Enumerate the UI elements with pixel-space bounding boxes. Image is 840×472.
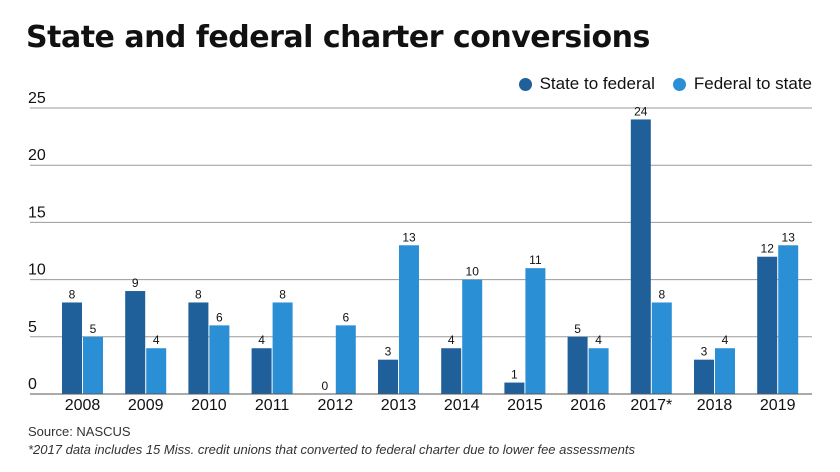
data-label-federal-to-state-2009: 4	[153, 333, 160, 347]
legend-item-state-to-federal: State to federal	[518, 74, 655, 94]
data-label-state-to-federal-2015: 1	[511, 368, 518, 382]
legend-item-federal-to-state: Federal to state	[672, 74, 812, 94]
data-label-state-to-federal-2016: 5	[574, 322, 581, 336]
x-tick-label-2018: 2018	[697, 397, 733, 414]
data-label-federal-to-state-2019: 13	[782, 230, 796, 244]
data-label-federal-to-state-2010: 6	[216, 310, 223, 324]
data-label-federal-to-state-2016: 4	[595, 333, 602, 347]
bar-federal-to-state-2010	[209, 325, 230, 394]
bar-federal-to-state-2015	[525, 268, 546, 394]
y-tick-label-15: 15	[28, 204, 46, 221]
bar-federal-to-state-2011	[272, 302, 293, 394]
data-label-state-to-federal-2013: 3	[385, 345, 392, 359]
data-label-federal-to-state-2014: 10	[466, 265, 480, 279]
data-label-federal-to-state-2013: 13	[402, 230, 416, 244]
footnote: *2017 data includes 15 Miss. credit unio…	[28, 442, 636, 457]
x-tick-label-2014: 2014	[444, 397, 480, 414]
legend-swatch-state-to-federal	[518, 77, 532, 91]
x-tick-label-2009: 2009	[128, 397, 164, 414]
y-tick-label-20: 20	[28, 147, 46, 164]
bar-federal-to-state-2008	[83, 336, 103, 394]
bar-state-to-federal-2010	[188, 302, 209, 394]
bar-state-to-federal-2009	[125, 291, 146, 394]
bar-state-to-federal-2015	[504, 382, 525, 394]
x-tick-label-2016: 2016	[570, 397, 606, 414]
y-tick-label-0: 0	[28, 376, 37, 393]
data-label-federal-to-state-2018: 4	[722, 333, 729, 347]
y-tick-label-5: 5	[28, 319, 37, 336]
bar-state-to-federal-2019	[757, 256, 778, 394]
bar-federal-to-state-2013	[399, 245, 419, 394]
x-tick-label-2011: 2011	[255, 397, 290, 414]
bar-state-to-federal-2017	[630, 119, 651, 394]
bar-state-to-federal-2008	[62, 302, 82, 394]
bar-state-to-federal-2016	[567, 336, 588, 394]
x-tick-label-2019: 2019	[760, 397, 796, 414]
legend: State to federal Federal to state	[518, 74, 812, 94]
data-label-federal-to-state-2008: 5	[90, 322, 97, 336]
x-tick-label-2012: 2012	[318, 397, 354, 414]
bar-state-to-federal-2018	[694, 359, 714, 394]
legend-label-federal-to-state: Federal to state	[693, 74, 812, 93]
x-tick-label-2013: 2013	[381, 397, 417, 414]
x-tick-label-2008: 2008	[65, 397, 101, 414]
data-label-federal-to-state-2012: 6	[342, 310, 349, 324]
data-label-state-to-federal-2014: 4	[448, 333, 455, 347]
y-tick-label-10: 10	[28, 262, 46, 279]
data-label-state-to-federal-2011: 4	[258, 333, 265, 347]
data-label-state-to-federal-2019: 12	[761, 242, 775, 256]
source-note: Source: NASCUS	[28, 424, 131, 439]
data-label-federal-to-state-2011: 8	[279, 287, 286, 301]
x-tick-label-2015: 2015	[507, 397, 543, 414]
legend-label-state-to-federal: State to federal	[539, 74, 655, 93]
bar-state-to-federal-2011	[251, 348, 272, 394]
bar-federal-to-state-2016	[588, 348, 609, 394]
bar-federal-to-state-2017	[651, 302, 672, 394]
bar-state-to-federal-2014	[441, 348, 462, 394]
bar-federal-to-state-2014	[462, 279, 483, 394]
data-label-state-to-federal-2018: 3	[701, 345, 708, 359]
data-label-federal-to-state-2015: 11	[529, 253, 542, 267]
data-label-state-to-federal-2012: 0	[321, 379, 328, 393]
legend-swatch-federal-to-state	[672, 77, 686, 91]
y-tick-label-25: 25	[28, 90, 46, 107]
data-label-federal-to-state-2017: 8	[658, 287, 665, 301]
data-label-state-to-federal-2008: 8	[69, 287, 76, 301]
bar-state-to-federal-2013	[378, 359, 398, 394]
bar-federal-to-state-2009	[146, 348, 167, 394]
x-tick-label-2017: 2017*	[630, 397, 672, 414]
x-tick-label-2010: 2010	[191, 397, 227, 414]
chart-title: State and federal charter conversions	[26, 20, 650, 55]
bar-federal-to-state-2018	[715, 348, 735, 394]
bar-federal-to-state-2019	[778, 245, 799, 394]
bar-federal-to-state-2012	[335, 325, 356, 394]
data-label-state-to-federal-2017: 24	[634, 104, 648, 118]
data-label-state-to-federal-2009: 9	[132, 276, 139, 290]
data-label-state-to-federal-2010: 8	[195, 287, 202, 301]
